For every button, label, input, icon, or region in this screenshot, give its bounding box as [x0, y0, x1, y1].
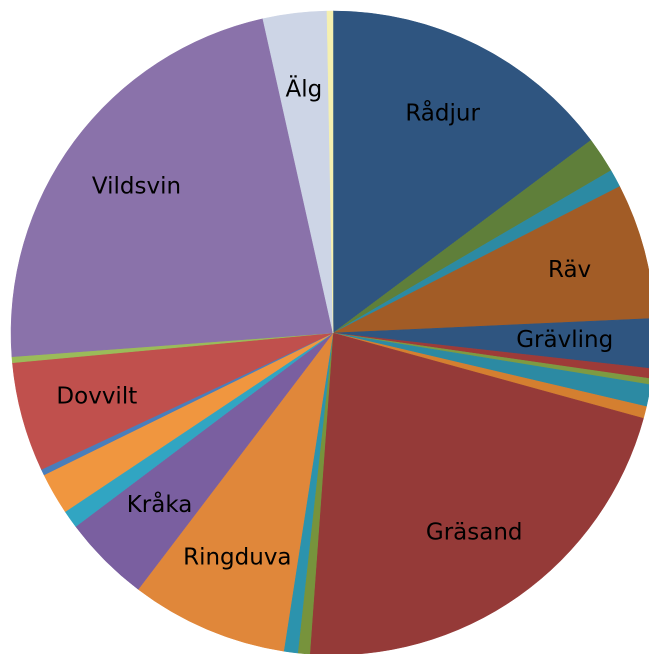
slice-label: Dovvilt [56, 384, 137, 410]
slice-label: Gräsand [426, 519, 523, 545]
slice-label: Rådjur [405, 99, 480, 127]
pie-slice [332, 318, 649, 369]
pie-slice [332, 10, 592, 334]
pie-slice [332, 186, 649, 334]
pie-slice [326, 10, 334, 334]
pie-slice [137, 332, 334, 652]
slice-label: Kråka [127, 490, 193, 518]
pie-slice [10, 18, 334, 357]
slice-label: Räv [548, 257, 591, 283]
slice-label: Älg [286, 75, 323, 103]
slice-label: Grävling [516, 327, 613, 353]
slice-label: Ringduva [183, 545, 291, 571]
pie-slice [309, 332, 644, 654]
slice-label: Vildsvin [92, 174, 181, 200]
